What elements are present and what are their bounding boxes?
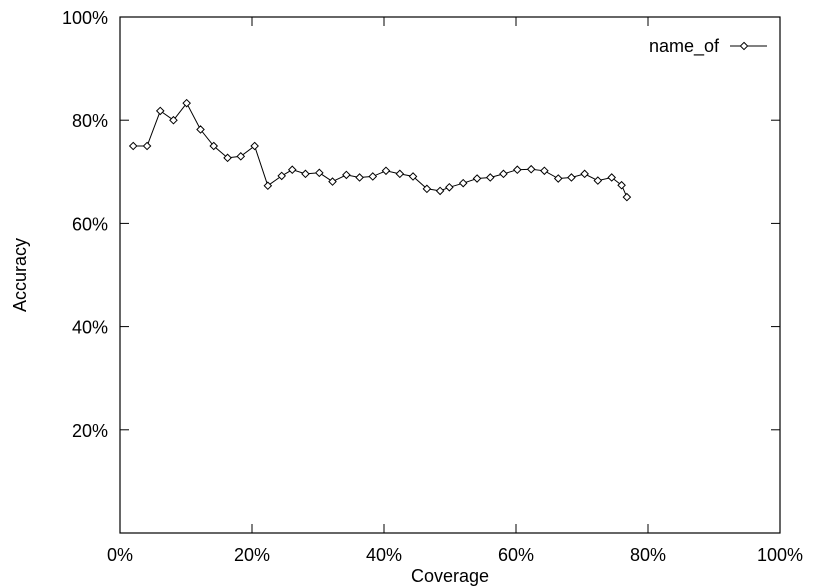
legend-label-name-of: name_of [649,36,720,57]
data-point [277,171,287,181]
data-point [622,192,632,202]
data-point [315,168,324,178]
data-point [196,125,205,134]
data-point [567,173,576,182]
data-point [526,164,536,174]
y-tick-label: 60% [72,214,108,234]
y-tick-label: 40% [72,318,108,338]
y-tick-label: 80% [72,111,108,131]
data-point [593,176,603,185]
data-point [485,173,495,182]
data-point [236,152,246,161]
data-point [381,166,391,176]
data-point [223,153,232,163]
y-tick-label: 20% [72,421,108,441]
data-point [209,141,219,151]
data-point [422,184,432,194]
data-point [445,182,454,192]
x-tick-label: 80% [630,545,666,565]
x-tick-label: 100% [757,545,803,565]
x-tick-label: 0% [107,545,133,565]
data-point [617,180,626,190]
data-point [142,141,152,151]
y-axis-label: Accuracy [10,238,30,312]
data-point [408,172,418,181]
data-point [540,166,549,176]
y-tick-label: 100% [62,8,108,28]
data-point [368,172,378,181]
data-point [263,181,273,191]
data-point [513,165,522,175]
legend: name_of [649,36,767,57]
data-point [355,173,364,182]
x-tick-label: 60% [498,545,534,565]
x-axis-label: Coverage [411,566,489,586]
series-line [133,102,628,198]
data-point [342,170,351,180]
x-tick-label: 40% [366,545,402,565]
data-point [287,165,297,175]
x-tick-label: 20% [234,545,270,565]
data-point [250,141,259,151]
data-point [458,178,468,188]
series-name-of [128,98,632,202]
data-point [553,174,563,183]
axes [119,16,781,534]
data-point [328,177,337,186]
data-point [607,173,617,182]
data-point [182,98,191,108]
data-point [155,106,165,116]
data-point [128,141,138,151]
data-point [499,169,508,179]
ticks: 0% 20% 40% 60% 80% 100% 20% 40% 60% 80% 100% [62,8,803,565]
data-point [301,169,310,179]
plot-frame [119,16,781,534]
data-point [169,115,178,125]
data-point [472,174,482,183]
data-point [395,169,405,179]
data-point [580,169,589,179]
legend-marker-diamond [739,41,749,51]
data-point [435,186,445,196]
series-layer [128,98,632,202]
